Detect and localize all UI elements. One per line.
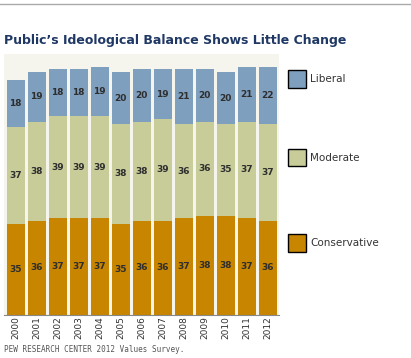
Text: 19: 19 (93, 87, 106, 96)
Text: 20: 20 (220, 94, 232, 103)
Bar (49, 69, 67, 116)
Bar (91, 218, 109, 315)
Bar (154, 221, 172, 315)
Text: 21: 21 (241, 90, 253, 99)
Bar (259, 124, 277, 221)
Text: Conservative: Conservative (310, 238, 379, 248)
Text: 22: 22 (262, 91, 274, 100)
Bar (154, 69, 172, 119)
Text: PEW RESEARCH CENTER 2012 Values Survey.: PEW RESEARCH CENTER 2012 Values Survey. (4, 345, 185, 354)
Bar (133, 221, 151, 315)
Text: Moderate: Moderate (310, 153, 360, 163)
Text: Public’s Ideological Balance Shows Little Change: Public’s Ideological Balance Shows Littl… (4, 34, 346, 47)
Bar (154, 119, 172, 221)
Text: 21: 21 (178, 92, 190, 101)
Bar (175, 124, 193, 218)
Text: Liberal: Liberal (310, 74, 346, 84)
Text: 39: 39 (51, 163, 64, 172)
Bar (70, 116, 88, 218)
Bar (196, 122, 214, 216)
Bar (28, 72, 46, 122)
Bar (238, 67, 256, 122)
Text: 36: 36 (30, 263, 43, 272)
Text: 37: 37 (93, 262, 106, 271)
Bar (175, 218, 193, 315)
Bar (70, 69, 88, 116)
Bar (238, 218, 256, 315)
Bar (28, 221, 46, 315)
Text: 20: 20 (136, 91, 148, 100)
Text: 39: 39 (93, 163, 106, 172)
Text: 19: 19 (157, 90, 169, 99)
Bar (28, 122, 46, 221)
Bar (238, 122, 256, 218)
Text: 39: 39 (157, 165, 169, 174)
Text: 38: 38 (136, 167, 148, 176)
Bar (91, 116, 109, 218)
Text: 20: 20 (199, 91, 211, 100)
Text: 38: 38 (30, 167, 43, 176)
Bar (7, 127, 25, 223)
Text: 35: 35 (9, 265, 22, 274)
Bar (49, 218, 67, 315)
Text: 19: 19 (30, 92, 43, 101)
Text: 39: 39 (72, 163, 85, 172)
Bar (91, 67, 109, 116)
Text: 37: 37 (9, 171, 22, 180)
Bar (259, 67, 277, 124)
Text: 37: 37 (262, 168, 274, 177)
Text: 36: 36 (136, 263, 148, 272)
Text: 36: 36 (157, 263, 169, 272)
Bar (133, 122, 151, 221)
Text: 18: 18 (51, 88, 64, 97)
Bar (196, 216, 214, 315)
Bar (112, 124, 130, 223)
Text: 37: 37 (51, 262, 64, 271)
Bar (49, 116, 67, 218)
Text: 37: 37 (178, 262, 190, 271)
Bar (112, 223, 130, 315)
Text: 37: 37 (72, 262, 85, 271)
Bar (217, 72, 235, 124)
Text: 38: 38 (199, 261, 211, 270)
Bar (196, 69, 214, 122)
Text: 35: 35 (219, 165, 232, 174)
Bar (7, 80, 25, 127)
Bar (70, 218, 88, 315)
Text: 36: 36 (178, 167, 190, 176)
Text: 38: 38 (219, 261, 232, 270)
Text: 38: 38 (115, 169, 127, 178)
Bar (259, 221, 277, 315)
Text: 35: 35 (115, 265, 127, 274)
Text: 37: 37 (240, 262, 253, 271)
Bar (133, 69, 151, 122)
Text: 37: 37 (240, 165, 253, 174)
Text: 20: 20 (115, 94, 127, 103)
Bar (7, 223, 25, 315)
Bar (175, 69, 193, 124)
Bar (112, 72, 130, 124)
Text: 36: 36 (262, 263, 274, 272)
Text: 18: 18 (9, 99, 22, 108)
Bar (217, 216, 235, 315)
Text: 36: 36 (199, 164, 211, 173)
Bar (217, 124, 235, 216)
Text: 18: 18 (72, 88, 85, 97)
